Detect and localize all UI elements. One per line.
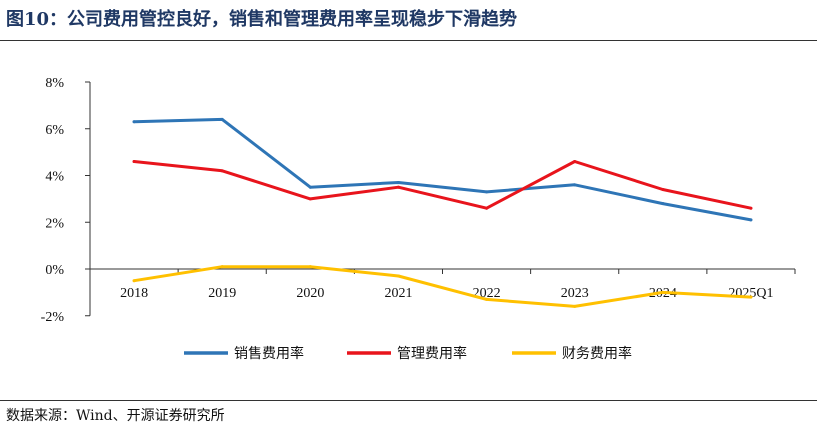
series-lines xyxy=(132,117,753,308)
data-point xyxy=(485,206,489,210)
data-point xyxy=(220,265,224,269)
data-point xyxy=(573,159,577,163)
legend: 销售费用率 管理费用率 财务费用率 xyxy=(184,345,632,362)
data-point xyxy=(132,279,136,283)
source-divider xyxy=(0,400,817,401)
data-point xyxy=(308,265,312,269)
figure-title: 图10：公司费用管控良好，销售和管理费用率呈现稳步下滑趋势 xyxy=(6,9,518,30)
data-point xyxy=(220,169,224,173)
data-point xyxy=(308,197,312,201)
x-tick-label: 2020 xyxy=(296,286,324,301)
data-point xyxy=(749,206,753,210)
data-point xyxy=(749,218,753,222)
data-point xyxy=(573,183,577,187)
data-point xyxy=(396,274,400,278)
data-point xyxy=(661,188,665,192)
data-point xyxy=(132,120,136,124)
data-point xyxy=(132,159,136,163)
y-tick-label: 4% xyxy=(45,170,64,185)
series-line-2 xyxy=(132,160,753,210)
x-tick-label: 2025Q1 xyxy=(728,286,773,301)
legend-label-2: 管理费用率 xyxy=(397,345,467,362)
data-point xyxy=(485,190,489,194)
data-point xyxy=(220,117,224,121)
data-point xyxy=(396,185,400,189)
legend-label-1: 销售费用率 xyxy=(234,345,304,362)
x-axis: 20182019202020212022202320242025Q1 xyxy=(89,268,796,301)
data-point xyxy=(749,295,753,299)
data-point xyxy=(308,185,312,189)
title-divider xyxy=(0,40,817,41)
y-tick-label: 8% xyxy=(45,76,64,91)
source-note: 数据来源：Wind、开源证券研究所 xyxy=(6,408,225,424)
x-tick-label: 2021 xyxy=(384,286,412,301)
x-tick-label: 2019 xyxy=(208,286,236,301)
data-point xyxy=(661,290,665,294)
data-point xyxy=(485,297,489,301)
data-point xyxy=(396,181,400,185)
x-tick-label: 2023 xyxy=(561,286,589,301)
y-tick-label: 2% xyxy=(45,216,64,231)
series-line-3 xyxy=(132,265,753,308)
y-tick-label: 0% xyxy=(45,263,64,278)
y-axis: 8% 6% 4% 2% 0% -2% xyxy=(41,76,91,325)
y-tick-label: -2% xyxy=(41,310,65,325)
data-point xyxy=(573,304,577,308)
series-line-1 xyxy=(132,117,753,222)
y-tick-label: 6% xyxy=(45,123,64,138)
legend-label-3: 财务费用率 xyxy=(562,345,632,362)
x-tick-label: 2018 xyxy=(120,286,148,301)
data-point xyxy=(661,202,665,206)
